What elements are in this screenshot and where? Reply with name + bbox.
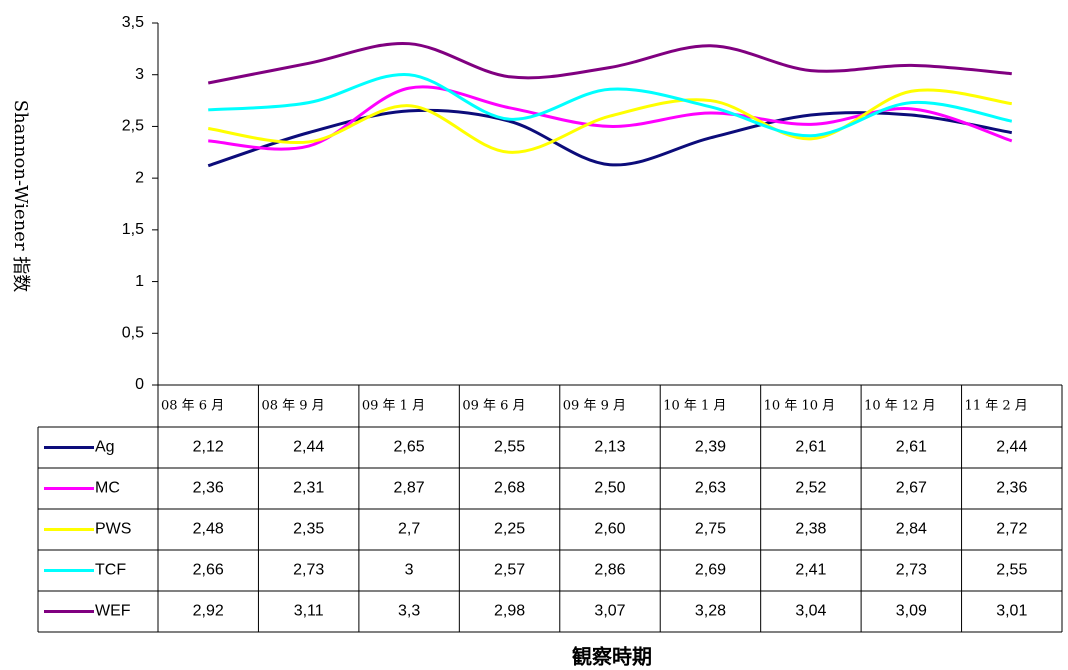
x-tick-label: 10 年 10 月 (764, 399, 835, 414)
table-value: 2,13 (594, 439, 625, 456)
table-value: 2,36 (996, 480, 1027, 497)
table-value: 3,07 (594, 603, 625, 620)
table-value: 2,98 (494, 603, 525, 620)
series-line (207, 108, 1013, 168)
table-value: 2,61 (795, 439, 826, 456)
table-value: 2,36 (193, 480, 224, 497)
y-tick-label: 3 (135, 66, 144, 83)
table-value: 2,44 (996, 439, 1027, 456)
x-tick-label: 09 年 6 月 (462, 399, 525, 414)
x-tick-label: 08 年 9 月 (261, 399, 324, 414)
y-tick-label: 1,5 (122, 221, 144, 238)
series-line (208, 88, 1012, 154)
legend-label: WEF (95, 603, 131, 620)
table-value: 2,68 (494, 480, 525, 497)
legend-label: MC (95, 480, 120, 497)
x-tick-label: 11 年 2 月 (965, 399, 1028, 414)
table-value: 2,86 (594, 562, 625, 579)
y-tick-label: 0 (135, 376, 144, 393)
y-tick-label: 0,5 (122, 325, 144, 342)
table-value: 2,67 (896, 480, 927, 497)
x-tick-label: 09 年 9 月 (563, 399, 626, 414)
table-value: 3,01 (996, 603, 1027, 620)
table-value: 2,75 (695, 521, 726, 538)
legend-label: PWS (95, 521, 131, 538)
table-value: 3 (405, 562, 414, 579)
table-value: 2,92 (193, 603, 224, 620)
y-tick-label: 2,5 (122, 118, 144, 135)
table-value: 2,61 (896, 439, 927, 456)
table-value: 2,48 (193, 521, 224, 538)
table-value: 2,57 (494, 562, 525, 579)
table-value: 2,31 (293, 480, 324, 497)
table-value: 3,04 (795, 603, 826, 620)
table-value: 2,44 (293, 439, 324, 456)
legend-label: Ag (95, 439, 115, 456)
table-value: 2,55 (996, 562, 1027, 579)
series-line (207, 41, 1012, 85)
table-value: 3,3 (398, 603, 420, 620)
table-value: 2,65 (394, 439, 425, 456)
table-value: 2,35 (293, 521, 324, 538)
table-value: 3,11 (294, 603, 324, 620)
table-value: 2,7 (398, 521, 420, 538)
table-value: 2,25 (494, 521, 525, 538)
table-value: 2,41 (795, 562, 826, 579)
table-value: 2,55 (494, 439, 525, 456)
table-value: 2,72 (996, 521, 1027, 538)
table-value: 2,50 (594, 480, 625, 497)
y-axis-label: Shannon-Wiener 指数 (10, 100, 31, 293)
x-tick-label: 08 年 6 月 (161, 399, 224, 414)
table-value: 2,52 (795, 480, 826, 497)
table-value: 2,63 (695, 480, 726, 497)
x-tick-label: 10 年 12 月 (864, 399, 935, 414)
table-value: 2,84 (896, 521, 927, 538)
table-value: 2,73 (896, 562, 927, 579)
x-axis-label: 観察時期 (572, 644, 652, 668)
table-value: 2,73 (293, 562, 324, 579)
y-tick-label: 1 (135, 273, 144, 290)
table-value: 3,28 (695, 603, 726, 620)
x-tick-label: 10 年 1 月 (663, 399, 726, 414)
table-value: 2,38 (795, 521, 826, 538)
table-value: 2,12 (193, 439, 224, 456)
table-value: 2,69 (695, 562, 726, 579)
y-tick-label: 3,5 (122, 14, 144, 31)
table-value: 2,66 (193, 562, 224, 579)
table-value: 2,39 (695, 439, 726, 456)
table-value: 2,60 (594, 521, 625, 538)
x-tick-label: 09 年 1 月 (362, 399, 425, 414)
y-tick-label: 2 (135, 169, 144, 186)
legend-label: TCF (95, 562, 126, 579)
series-line (208, 73, 1013, 138)
table-value: 3,09 (896, 603, 927, 620)
table-value: 2,87 (394, 480, 425, 497)
